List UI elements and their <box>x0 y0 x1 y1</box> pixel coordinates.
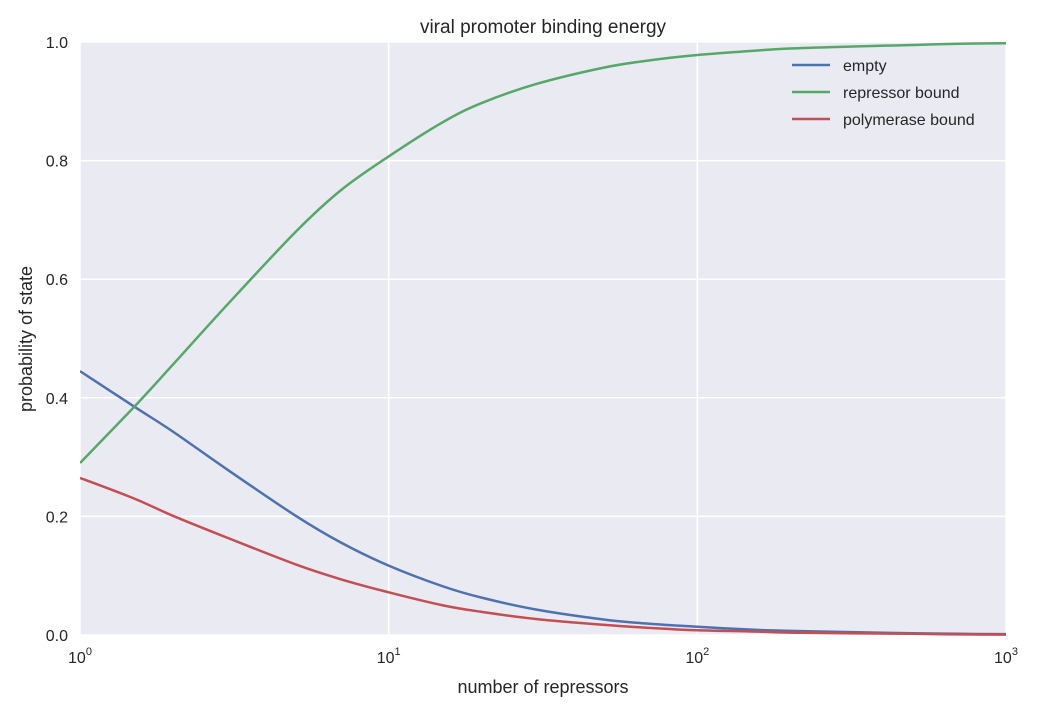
x-tick-base: 10 <box>994 650 1012 667</box>
x-tick-label: 103 <box>994 646 1018 667</box>
legend: empty repressor bound polymerase bound <box>792 58 975 129</box>
y-tick-label: 0.2 <box>46 509 68 526</box>
x-tick-base: 10 <box>68 650 86 667</box>
x-axis-label: number of repressors <box>457 677 628 697</box>
x-tick-label: 101 <box>377 646 401 667</box>
x-tick-exponent: 3 <box>1012 646 1018 658</box>
x-tick-labels: 100 101 102 103 <box>68 646 1018 667</box>
x-tick-exponent: 2 <box>703 646 709 658</box>
series-line-repressor-bound <box>80 41 1006 464</box>
y-axis-label: probability of state <box>16 266 36 412</box>
legend-label: empty <box>843 58 887 75</box>
chart-title: viral promoter binding energy <box>420 17 667 38</box>
y-tick-label: 0.0 <box>46 628 68 645</box>
x-tick-base: 10 <box>377 650 395 667</box>
series-layer <box>80 41 1006 636</box>
x-tick-base: 10 <box>685 650 703 667</box>
grid-lines <box>79 41 1007 636</box>
y-tick-label: 0.4 <box>46 391 68 408</box>
legend-label: repressor bound <box>843 85 960 102</box>
x-tick-label: 102 <box>685 646 709 667</box>
y-tick-label: 0.8 <box>46 154 68 171</box>
x-tick-exponent: 0 <box>86 646 92 658</box>
y-tick-labels: 0.0 0.2 0.4 0.6 0.8 1.0 <box>46 35 68 645</box>
x-tick-exponent: 1 <box>395 646 401 658</box>
plot-background <box>80 42 1006 635</box>
y-tick-label: 0.6 <box>46 272 68 289</box>
y-tick-label: 1.0 <box>46 35 68 52</box>
legend-label: polymerase bound <box>843 112 975 129</box>
x-tick-label: 100 <box>68 646 92 667</box>
series-line-polymerase-bound <box>80 476 1006 636</box>
